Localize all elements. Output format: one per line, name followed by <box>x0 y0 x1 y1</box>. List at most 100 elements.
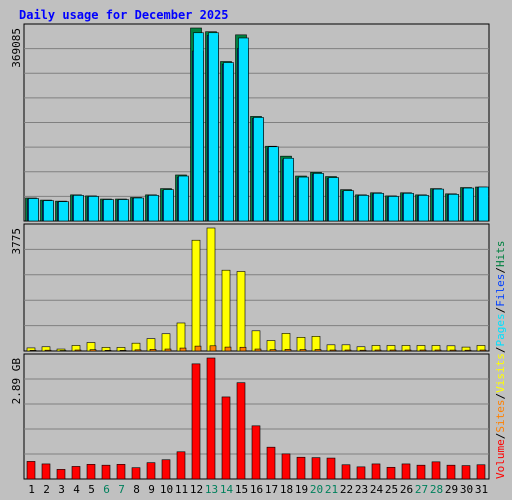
bar-volume-day-20 <box>311 457 321 480</box>
bar-visits-day-15 <box>236 271 246 352</box>
legend-separator: / <box>494 393 507 400</box>
bar-pages-day-18 <box>283 157 294 222</box>
bar-sites-day-24 <box>374 349 382 352</box>
bar-volume-day-26 <box>401 463 411 480</box>
bar-volume-day-8 <box>131 467 141 480</box>
panel-volume: 2.89 GB <box>10 353 490 480</box>
bar-sites-day-20 <box>314 349 322 352</box>
bar-sites-day-25 <box>389 349 397 352</box>
bar-sites-day-22 <box>344 349 352 352</box>
bar-volume-day-19 <box>296 456 306 480</box>
legend-separator: / <box>494 347 507 354</box>
bar-volume-day-28 <box>431 461 441 480</box>
bar-pages-day-5 <box>88 196 99 222</box>
x-tick-label: 8 <box>133 483 140 496</box>
bar-volume-day-29 <box>446 464 456 480</box>
chart-title: Daily usage for December 2025 <box>19 8 229 22</box>
bar-sites-day-27 <box>419 349 427 352</box>
panel-frame <box>23 223 490 352</box>
legend-item-files: Files <box>494 274 507 307</box>
bar-pages-day-22 <box>343 190 354 222</box>
legend-item-pages: Pages <box>494 313 507 346</box>
x-tick-label: 22 <box>340 483 353 496</box>
bar-volume-day-4 <box>71 466 81 480</box>
bar-sites-day-11 <box>179 347 187 352</box>
bar-pages-day-7 <box>118 199 129 222</box>
x-tick-label: 2 <box>43 483 50 496</box>
bar-sites-day-13 <box>209 345 217 352</box>
bar-sites-day-16 <box>254 348 262 352</box>
bar-visits-day-16 <box>251 330 261 352</box>
x-tick-label: 26 <box>400 483 413 496</box>
bar-volume-day-9 <box>146 462 156 480</box>
bar-volume-day-10 <box>161 459 171 480</box>
bar-sites-day-15 <box>239 346 247 352</box>
bar-pages-day-31 <box>478 186 489 222</box>
bar-pages-day-10 <box>163 189 174 222</box>
bar-pages-day-26 <box>403 192 414 222</box>
bar-volume-day-30 <box>461 465 471 480</box>
x-tick-label: 21 <box>325 483 338 496</box>
bar-sites-day-6 <box>104 350 112 352</box>
x-tick-label: 20 <box>310 483 323 496</box>
bar-visits-day-12 <box>191 239 201 352</box>
panel-hits: 369085 <box>10 23 490 222</box>
bar-visits-day-11 <box>176 322 186 352</box>
legend-separator: / <box>494 433 507 440</box>
bar-pages-day-14 <box>223 62 234 222</box>
bar-sites-day-14 <box>224 346 232 352</box>
bar-pages-day-11 <box>178 175 189 222</box>
bar-volume-day-11 <box>176 451 186 480</box>
bar-sites-day-28 <box>434 349 442 352</box>
bar-pages-day-27 <box>418 195 429 222</box>
bar-volume-day-15 <box>236 382 246 480</box>
bar-volume-day-3 <box>56 469 66 480</box>
x-tick-label: 11 <box>175 483 188 496</box>
bar-volume-day-2 <box>41 463 51 480</box>
bar-sites-day-1 <box>29 350 37 352</box>
x-tick-label: 10 <box>160 483 173 496</box>
x-tick-label: 3 <box>58 483 65 496</box>
panel-max-label: 2.89 GB <box>10 358 23 405</box>
bar-sites-day-26 <box>404 349 412 352</box>
bar-pages-day-20 <box>313 173 324 222</box>
bar-sites-day-30 <box>464 349 472 352</box>
x-tick-label: 1 <box>28 483 35 496</box>
bar-volume-day-16 <box>251 425 261 480</box>
bar-pages-day-16 <box>253 117 264 222</box>
bar-sites-day-19 <box>299 349 307 352</box>
legend-text: Volume/Sites/Visits/Pages/Files/Hits <box>494 241 507 480</box>
bar-visits-day-20 <box>311 336 321 352</box>
bar-visits-day-18 <box>281 333 291 352</box>
bar-sites-day-12 <box>194 345 202 352</box>
panel-max-label: 3775 <box>10 228 23 255</box>
legend-item-volume: Volume <box>494 439 507 479</box>
legend-separator: / <box>494 307 507 314</box>
bar-sites-day-17 <box>269 349 277 352</box>
bar-volume-day-24 <box>371 463 381 480</box>
bar-pages-day-6 <box>103 199 114 222</box>
bar-sites-day-7 <box>119 350 127 352</box>
x-tick-label: 9 <box>148 483 155 496</box>
x-tick-label: 6 <box>103 483 110 496</box>
bar-pages-day-19 <box>298 176 309 222</box>
legend-item-hits: Hits <box>494 241 507 268</box>
bar-volume-day-7 <box>116 464 126 480</box>
x-tick-label: 29 <box>445 483 458 496</box>
bar-visits-day-10 <box>161 333 171 352</box>
bar-volume-day-25 <box>386 466 396 480</box>
bar-volume-day-18 <box>281 453 291 480</box>
bar-visits-day-13 <box>206 227 216 352</box>
chart-panels: 369085 3775 2.89 GB <box>10 23 490 480</box>
x-tick-label: 12 <box>190 483 203 496</box>
bar-pages-day-15 <box>238 37 249 222</box>
x-tick-label: 15 <box>235 483 248 496</box>
x-tick-label: 27 <box>415 483 428 496</box>
bar-pages-day-4 <box>73 195 84 222</box>
x-tick-label: 14 <box>220 483 234 496</box>
bar-sites-day-31 <box>479 349 487 352</box>
bar-pages-day-30 <box>463 187 474 222</box>
x-axis-labels: 1 2 3 4 5 6 7 8 9 10 11 12 13 14 15 16 17 18 19 20 21 22 23 24 2… <box>28 483 488 496</box>
bar-pages-day-8 <box>133 197 144 222</box>
